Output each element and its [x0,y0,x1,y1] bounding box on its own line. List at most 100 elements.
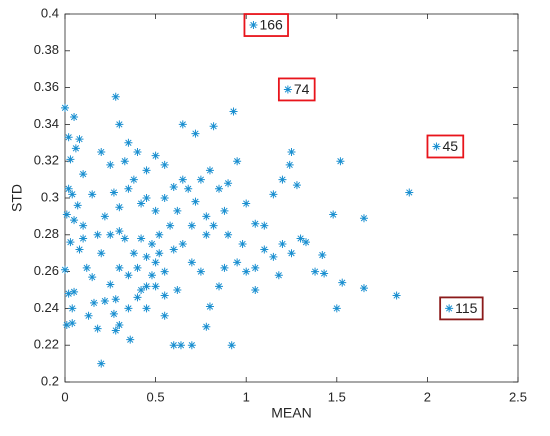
annotated-point [432,142,441,151]
point [278,240,287,248]
x-tick-label: 2 [424,389,431,404]
point [332,304,341,313]
point [109,188,118,197]
point [64,133,73,142]
point [336,157,345,166]
point [233,157,242,166]
point [173,206,182,215]
annotated-point [283,85,292,94]
x-tick-label: 1.5 [328,389,346,404]
point [97,148,106,156]
point [187,341,196,350]
y-tick-label: 0.28 [34,226,59,241]
point [318,251,327,260]
point [62,210,71,219]
y-tick-label: 0.2 [41,373,59,388]
point [137,199,146,208]
point [287,249,296,258]
point [260,221,269,230]
point [191,197,200,206]
y-axis-title: STD [9,184,25,212]
point [296,234,305,243]
point [64,289,73,298]
point [111,295,120,304]
point [196,267,205,276]
point [124,184,133,193]
point [359,214,368,223]
point [142,304,151,313]
annotation-label: 166 [259,17,283,33]
point [155,230,164,239]
point [269,190,278,199]
point [142,282,151,291]
point [233,258,242,267]
y-tick-label: 0.3 [41,189,59,204]
annotation-label: 115 [455,300,478,316]
point [66,238,75,247]
point [61,103,69,112]
point [70,113,79,122]
point [227,341,236,350]
y-tick-label: 0.24 [34,300,59,315]
point [160,311,169,320]
point [278,175,287,184]
point [115,320,124,329]
y-tick-label: 0.22 [34,337,59,352]
point [133,148,142,156]
point [109,309,118,318]
point [311,267,320,276]
point [70,287,79,296]
annotation-label: 74 [294,81,310,97]
annotation-label: 45 [442,138,458,154]
point [111,326,120,335]
point [242,199,251,208]
x-axis-title: MEAN [271,405,311,421]
point [209,221,218,230]
point [160,267,169,276]
point [88,190,97,199]
point [93,324,102,333]
point [115,227,124,236]
point [124,304,133,313]
point [301,238,310,247]
x-tick-label: 0.5 [147,389,165,404]
point [75,245,84,254]
point [120,157,129,166]
point [178,120,187,129]
point [287,148,296,156]
point [215,282,224,291]
point [251,263,260,272]
point [251,286,260,294]
point [120,234,129,243]
x-tick-label: 2.5 [509,389,527,404]
point [124,138,133,147]
point [220,206,229,215]
point [133,263,142,272]
point [84,311,93,320]
point [160,160,169,169]
point [151,206,160,215]
plot-frame [64,13,519,383]
point [224,179,233,188]
y-tick-label: 0.32 [34,153,59,168]
point [79,170,88,179]
annotated-point [249,21,258,30]
point [274,271,283,280]
point [137,286,146,294]
point [238,240,247,248]
point [62,320,71,329]
point [133,293,142,302]
point [88,273,97,282]
point [64,184,73,193]
point [202,212,211,221]
point [89,298,98,307]
point [260,245,269,254]
point [187,258,196,267]
point [115,263,124,272]
annotation-box [439,296,484,321]
point [115,203,124,212]
point [68,319,77,328]
point [178,240,187,248]
point [160,194,169,202]
point [137,234,146,243]
